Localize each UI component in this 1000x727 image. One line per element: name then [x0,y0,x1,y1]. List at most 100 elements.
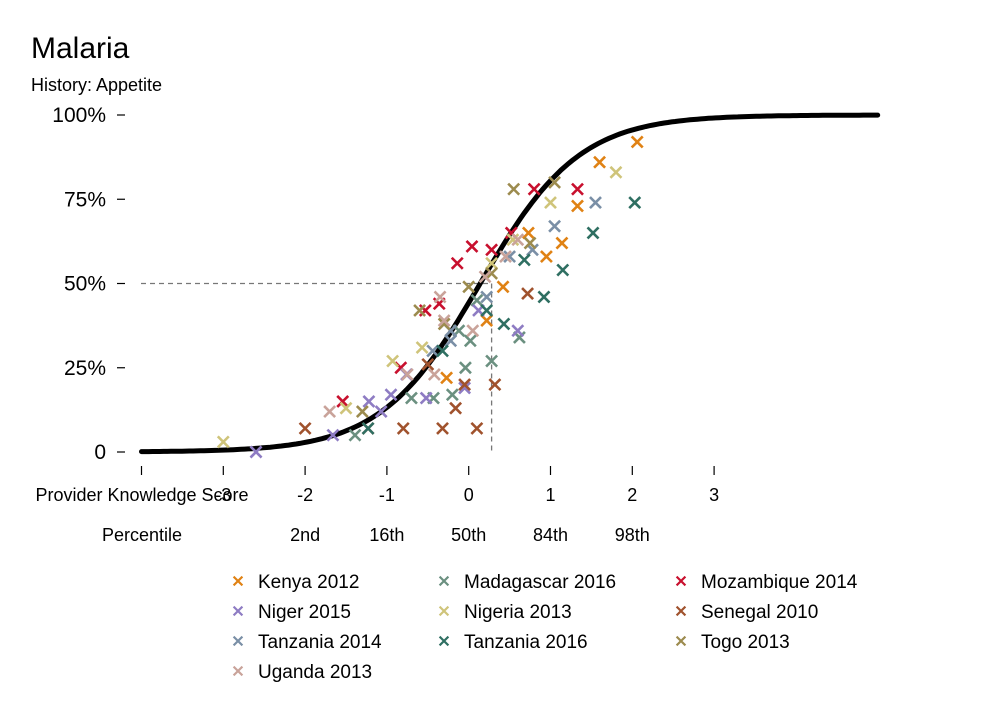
percentile-tick-label: 84th [533,525,568,545]
point-senegal-2010 [396,421,410,435]
point-togo-2013 [462,280,476,294]
point-tanzania-2014 [589,196,602,210]
point-niger-2015 [511,324,525,338]
point-togo-2013 [548,175,562,189]
legend-marker [232,575,244,587]
point-kenya-2012 [480,314,494,328]
x-tick-label: -2 [297,485,313,505]
point-togo-2013 [507,182,521,196]
x-tick-label: 2 [627,485,637,505]
point-nigeria-2013 [544,196,557,210]
x-axis-label: Provider Knowledge Score [35,485,248,505]
legend-item-nigeria-2013: Nigeria 2013 [438,602,572,623]
point-tanzania-2014 [548,219,562,233]
x-tick-label: 1 [545,485,555,505]
legend-item-kenya-2012: Kenya 2012 [232,572,359,593]
x-tick-label: -3 [215,485,231,505]
point-uganda-2013 [466,324,480,338]
percentile-tick-label: 2nd [290,525,320,545]
point-kenya-2012 [555,236,569,250]
point-uganda-2013 [499,250,512,263]
point-tanzania-2014 [444,334,458,348]
data-points [216,135,644,459]
percentile-tick-label: 98th [615,525,650,545]
legend-marker [232,665,244,677]
legend-marker [675,605,687,617]
point-togo-2013 [437,317,451,331]
x-tick-label: 3 [709,485,719,505]
reference-lines [141,282,493,452]
legend-label: Nigeria 2013 [464,602,572,623]
point-kenya-2012 [440,371,454,385]
percentile-label: Percentile [102,525,182,545]
point-tanzania-2016 [556,263,570,277]
legend-item-tanzania-2016: Tanzania 2016 [438,632,588,653]
point-tanzania-2016 [537,290,551,304]
point-mozambique-2014 [485,243,499,257]
x-tick-label: -1 [379,485,395,505]
point-niger-2015 [419,391,433,405]
legend-label: Mozambique 2014 [701,572,858,593]
point-madagascar-2016 [463,334,477,348]
point-tanzania-2016 [480,304,494,317]
point-niger-2015 [362,395,376,408]
legend-item-senegal-2010: Senegal 2010 [675,602,818,623]
y-tick-label: 75% [64,188,106,211]
point-mozambique-2014 [450,256,464,270]
x-axis: -3 -2 -1 0 1 2 3 [140,466,719,505]
y-tick-label: 0 [94,441,106,464]
point-senegal-2010 [449,401,463,415]
point-niger-2015 [458,381,472,395]
point-madagascar-2016 [445,388,459,402]
point-senegal-2010 [470,421,484,435]
point-niger-2015 [374,405,388,418]
point-mozambique-2014 [527,182,541,196]
point-togo-2013 [523,236,537,250]
legend-item-madagascar-2016: Madagascar 2016 [438,572,616,593]
point-tanzania-2014 [526,243,539,257]
legend: Kenya 2012 Madagascar 2016 Mozambique 2014… [232,572,858,683]
legend-marker [675,575,687,587]
legend-marker [232,635,244,647]
chart-subtitle: History: Appetite [31,75,162,95]
point-madagascar-2016 [470,293,484,307]
point-uganda-2013 [437,314,451,328]
legend-marker [675,635,687,647]
percentile-tick-label: 16th [369,525,404,545]
legend-item-togo-2013: Togo 2013 [675,632,790,653]
point-tanzania-2016 [436,344,449,358]
point-niger-2015 [249,445,263,459]
point-kenya-2012 [630,135,644,149]
legend-label: Togo 2013 [701,632,790,653]
point-nigeria-2013 [386,354,400,368]
y-tick-label: 100% [52,104,106,127]
point-uganda-2013 [427,368,441,381]
point-kenya-2012 [496,280,510,294]
point-tanzania-2016 [517,253,531,267]
point-nigeria-2013 [339,401,353,415]
point-uganda-2013 [511,233,525,247]
legend-label: Senegal 2010 [701,602,818,623]
point-togo-2013 [355,405,369,418]
point-madagascar-2016 [485,354,499,368]
point-kenya-2012 [539,250,553,263]
point-tanzania-2014 [426,344,440,358]
legend-marker [438,575,450,587]
point-tanzania-2014 [480,290,494,304]
point-mozambique-2014 [336,395,350,408]
point-uganda-2013 [478,270,492,284]
point-uganda-2013 [323,405,337,418]
point-niger-2015 [326,428,340,442]
legend-marker [232,605,244,617]
point-tanzania-2016 [497,317,511,331]
legend-marker [438,635,450,647]
point-uganda-2013 [433,290,447,304]
legend-item-niger-2015: Niger 2015 [232,602,351,623]
legend-label: Tanzania 2014 [258,632,382,653]
legend-label: Madagascar 2016 [464,572,616,593]
point-nigeria-2013 [609,165,623,179]
legend-marker [438,605,450,617]
legend-item-tanzania-2014: Tanzania 2014 [232,632,382,653]
point-nigeria-2013 [216,435,230,449]
point-niger-2015 [384,388,398,402]
